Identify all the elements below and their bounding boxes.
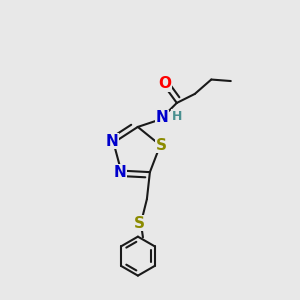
Text: H: H	[172, 110, 182, 123]
Text: N: N	[106, 134, 118, 149]
Text: S: S	[156, 138, 167, 153]
Text: N: N	[113, 165, 126, 180]
Text: N: N	[155, 110, 168, 125]
Text: S: S	[134, 216, 145, 231]
Text: O: O	[158, 76, 171, 91]
